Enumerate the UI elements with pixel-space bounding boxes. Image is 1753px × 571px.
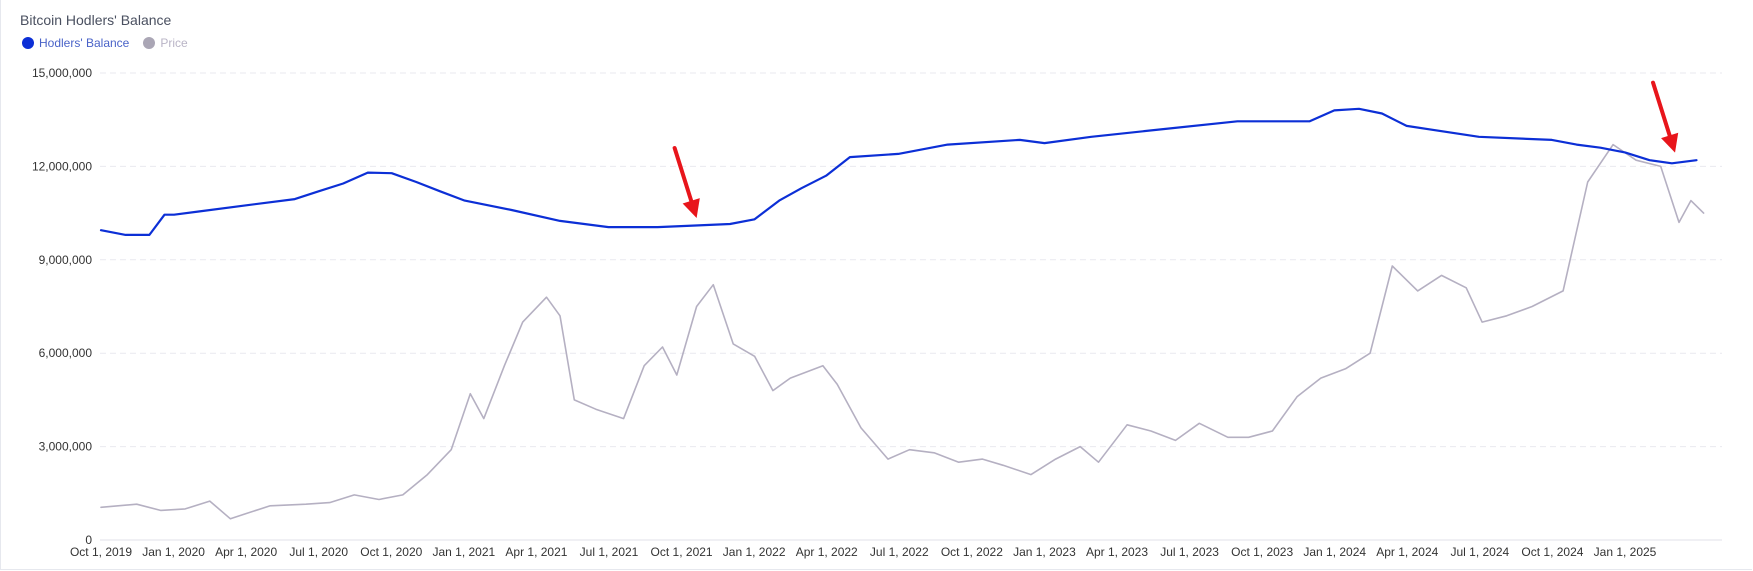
annotation-arrow-head — [1661, 132, 1679, 153]
x-tick-label: Oct 1, 2023 — [1231, 545, 1293, 559]
balance-series-line — [99, 107, 1698, 236]
x-tick-label: Jan 1, 2024 — [1303, 545, 1366, 559]
y-tick-label: 3,000,000 — [39, 440, 93, 454]
x-tick-label: Oct 1, 2020 — [360, 545, 422, 559]
x-tick-label: Apr 1, 2024 — [1376, 545, 1438, 559]
x-tick-label: Oct 1, 2022 — [941, 545, 1003, 559]
x-tick-label: Apr 1, 2023 — [1086, 545, 1148, 559]
chart-title: Bitcoin Hodlers' Balance — [20, 12, 172, 28]
x-tick-label: Jan 1, 2021 — [432, 545, 495, 559]
x-tick-label: Apr 1, 2021 — [505, 545, 567, 559]
y-tick-label: 6,000,000 — [39, 346, 93, 360]
x-tick-label: Apr 1, 2020 — [215, 545, 277, 559]
legend-item-balance[interactable]: Hodlers' Balance — [22, 36, 129, 50]
legend-dot-balance — [22, 37, 34, 49]
y-tick-label: 0 — [85, 533, 92, 547]
y-tick-label: 12,000,000 — [32, 159, 92, 173]
annotation-arrow-head — [682, 198, 700, 218]
annotation-arrow-shaft — [672, 145, 694, 203]
x-tick-label: Apr 1, 2022 — [796, 545, 858, 559]
x-tick-label: Jan 1, 2022 — [723, 545, 786, 559]
x-tick-label: Oct 1, 2019 — [70, 545, 132, 559]
x-tick-label: Jul 1, 2022 — [870, 545, 929, 559]
x-tick-label: Jul 1, 2020 — [289, 545, 348, 559]
price-series-line — [100, 143, 1705, 520]
legend-item-price[interactable]: Price — [143, 36, 188, 50]
x-tick-label: Jan 1, 2023 — [1013, 545, 1076, 559]
legend-label-balance: Hodlers' Balance — [39, 36, 130, 50]
x-tick-label: Jan 1, 2020 — [142, 545, 205, 559]
x-tick-label: Jul 1, 2023 — [1160, 545, 1219, 559]
x-tick-label: Jul 1, 2024 — [1450, 545, 1509, 559]
annotation-arrow-shaft — [1651, 80, 1672, 138]
x-tick-label: Jul 1, 2021 — [580, 545, 639, 559]
x-tick-label: Oct 1, 2021 — [651, 545, 713, 559]
y-tick-label: 9,000,000 — [39, 253, 93, 267]
chart-legend: Hodlers' Balance Price — [22, 36, 188, 50]
y-tick-label: 15,000,000 — [32, 66, 92, 80]
x-tick-label: Oct 1, 2024 — [1521, 545, 1583, 559]
x-tick-label: Jan 1, 2025 — [1594, 545, 1657, 559]
legend-dot-price — [143, 37, 156, 49]
legend-label-price: Price — [160, 36, 188, 50]
